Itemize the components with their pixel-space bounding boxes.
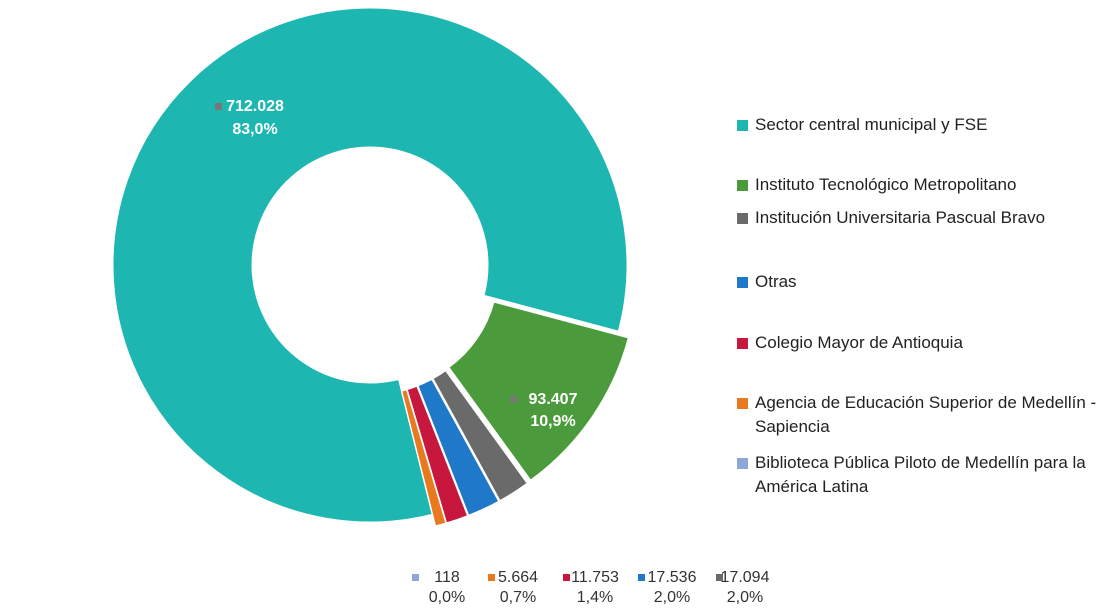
legend-label: Institución Universitaria Pascual Bravo: [755, 208, 1046, 227]
donut-slice: [448, 301, 629, 481]
legend-item: Biblioteca Pública Piloto de Medellín pa…: [737, 451, 1105, 499]
label-key: [563, 574, 570, 581]
label-key: [510, 396, 517, 403]
donut-slice: [400, 390, 436, 527]
percent-label: 10,9%: [530, 413, 575, 430]
label-key: [215, 103, 222, 110]
donut-slice: [432, 370, 528, 502]
legend-swatch: [737, 213, 748, 224]
donut-slice: [417, 378, 500, 516]
legend-label: Otras: [755, 272, 797, 291]
legend-label: Colegio Mayor de Antioquia: [755, 333, 963, 352]
legend-swatch: [737, 338, 748, 349]
value-label: 17.094: [721, 569, 770, 586]
legend-label: Agencia de Educación Superior de Medellí…: [755, 393, 1097, 436]
legend-item: Agencia de Educación Superior de Medellí…: [737, 391, 1105, 439]
percent-label: 0,0%: [429, 589, 465, 606]
label-key: [716, 574, 723, 581]
legend-item: Otras: [737, 270, 1105, 294]
label-key: [488, 574, 495, 581]
legend-swatch: [737, 398, 748, 409]
legend-swatch: [737, 180, 748, 191]
legend-label: Sector central municipal y FSE: [755, 115, 988, 134]
percent-label: 0,7%: [500, 589, 536, 606]
legend-swatch: [737, 277, 748, 288]
value-label: 118: [434, 569, 460, 586]
value-label: 93.407: [529, 391, 578, 408]
percent-label: 1,4%: [577, 589, 613, 606]
value-label: 11.753: [571, 569, 619, 586]
legend-item: Sector central municipal y FSE: [737, 113, 1105, 137]
donut-slice: [112, 7, 628, 523]
percent-label: 83,0%: [232, 121, 277, 138]
percent-label: 2,0%: [727, 589, 763, 606]
label-key: [412, 574, 419, 581]
percent-label: 2,0%: [654, 589, 690, 606]
value-label: 5.664: [498, 569, 538, 586]
value-label: 712.028: [226, 98, 284, 115]
legend-swatch: [737, 458, 748, 469]
legend-label: Biblioteca Pública Piloto de Medellín pa…: [755, 453, 1086, 496]
donut-slice: [406, 385, 469, 524]
label-key: [638, 574, 645, 581]
value-label: 17.536: [648, 569, 697, 586]
legend-item: Instituto Tecnológico Metropolitano: [737, 173, 1105, 197]
legend-label: Instituto Tecnológico Metropolitano: [755, 175, 1017, 194]
legend-item: Institución Universitaria Pascual Bravo: [737, 206, 1105, 230]
legend-swatch: [737, 120, 748, 131]
legend-item: Colegio Mayor de Antioquia: [737, 331, 1105, 355]
